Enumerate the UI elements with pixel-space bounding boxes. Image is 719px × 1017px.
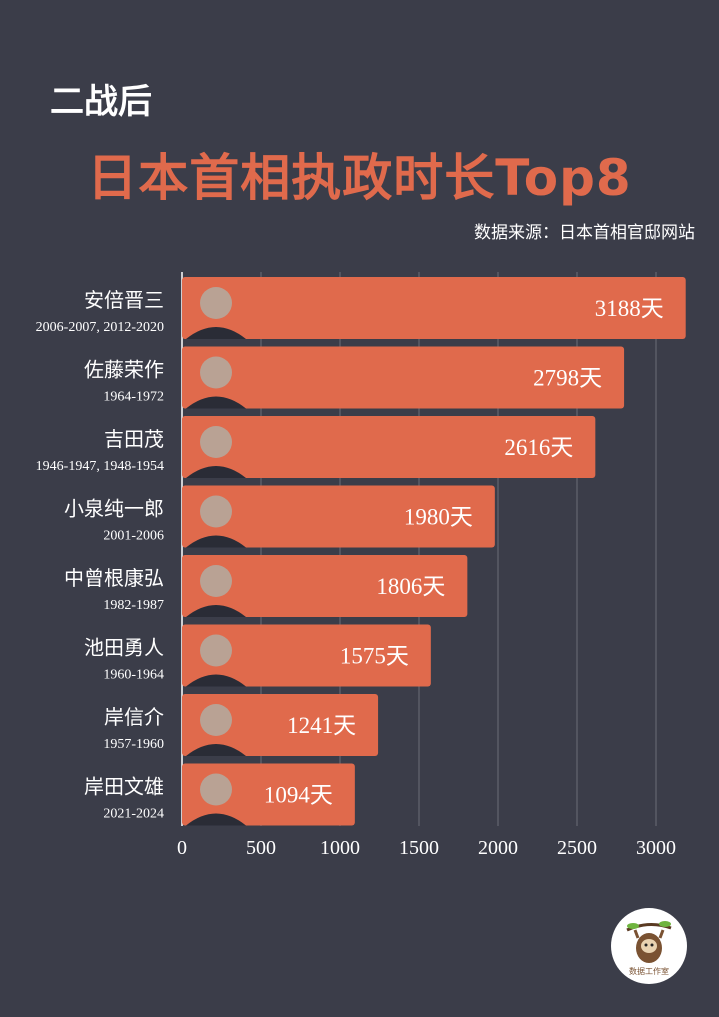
bar bbox=[182, 624, 431, 687]
data-source: 数据来源：日本首相官邸网站 bbox=[474, 223, 695, 243]
x-tick-label: 0 bbox=[177, 837, 187, 859]
value-label: 1241天 bbox=[287, 713, 356, 738]
category-label: 岸田文雄 bbox=[84, 775, 164, 799]
period-label: 2021-2024 bbox=[103, 807, 164, 822]
value-label: 1575天 bbox=[340, 644, 409, 669]
x-tick-label: 1000 bbox=[320, 837, 360, 859]
portrait bbox=[186, 495, 246, 548]
pre-title: 二战后 bbox=[50, 82, 152, 122]
portrait bbox=[186, 426, 246, 478]
logo-text: 数据工作室 bbox=[629, 966, 669, 976]
value-label: 1094天 bbox=[264, 783, 333, 808]
x-tick-label: 500 bbox=[246, 837, 276, 859]
period-label: 2001-2006 bbox=[103, 529, 164, 544]
x-tick-label: 2000 bbox=[478, 837, 518, 859]
x-tick-label: 2500 bbox=[557, 837, 597, 859]
category-label: 小泉纯一郎 bbox=[64, 497, 164, 521]
portrait bbox=[186, 356, 246, 409]
bar bbox=[182, 555, 468, 617]
period-label: 1964-1972 bbox=[103, 390, 164, 405]
period-label: 1946-1947, 1948-1954 bbox=[36, 459, 164, 474]
portrait bbox=[186, 704, 246, 756]
period-label: 2006-2007, 2012-2020 bbox=[36, 320, 164, 335]
value-label: 3188天 bbox=[595, 296, 664, 321]
value-label: 2616天 bbox=[504, 435, 573, 460]
portrait bbox=[186, 287, 246, 339]
category-label: 中曾根康弘 bbox=[64, 566, 164, 590]
chart-title: 日本首相执政时长Top8 bbox=[87, 149, 632, 207]
value-label: 2798天 bbox=[533, 366, 602, 391]
period-label: 1960-1964 bbox=[103, 668, 164, 683]
portrait bbox=[186, 773, 246, 826]
bar bbox=[182, 485, 495, 548]
bar bbox=[182, 694, 379, 756]
x-tick-label: 1500 bbox=[399, 837, 439, 859]
bar-chart: 0 500 1000 1500 2000 2500 3000 3188天 安倍晋三 2006-20… bbox=[36, 272, 686, 859]
value-label: 1806天 bbox=[376, 574, 445, 599]
portrait bbox=[186, 565, 246, 617]
period-label: 1982-1987 bbox=[103, 598, 164, 613]
bar bbox=[182, 346, 625, 409]
x-tick-label: 3000 bbox=[636, 837, 676, 859]
bar bbox=[182, 277, 686, 339]
value-label: 1980天 bbox=[404, 505, 473, 530]
sloth-logo-icon: 数据工作室 bbox=[626, 921, 672, 976]
bar bbox=[182, 416, 596, 478]
logo: 数据工作室 bbox=[611, 908, 687, 984]
category-label: 安倍晋三 bbox=[84, 288, 164, 312]
category-label: 池田勇人 bbox=[84, 636, 164, 660]
period-label: 1957-1960 bbox=[103, 737, 164, 752]
category-label: 岸信介 bbox=[104, 705, 164, 729]
category-label: 吉田茂 bbox=[104, 427, 164, 451]
portrait bbox=[186, 634, 246, 687]
category-label: 佐藤荣作 bbox=[84, 358, 164, 382]
